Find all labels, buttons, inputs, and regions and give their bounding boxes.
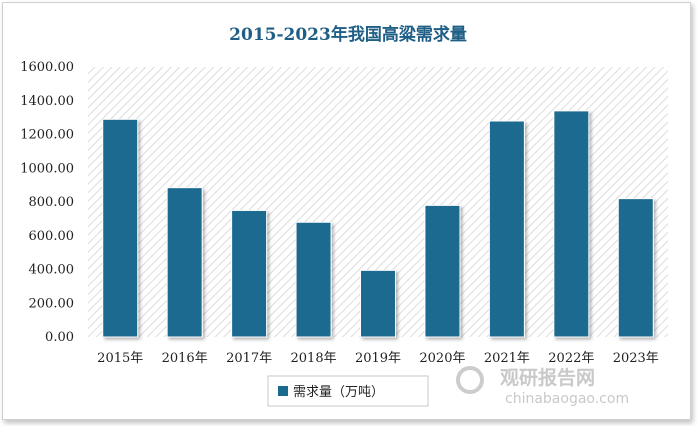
bar <box>488 120 525 338</box>
bar <box>617 198 654 338</box>
bar <box>553 110 590 338</box>
chart-title: 2015-2023年我国高粱需求量 <box>229 24 467 45</box>
x-tick-label: 2018年 <box>291 351 337 366</box>
y-tick-label: 1400.00 <box>20 94 74 109</box>
watermark-logo-icon <box>456 366 484 394</box>
x-tick-label: 2016年 <box>162 351 208 366</box>
x-tick-label: 2015年 <box>97 351 143 366</box>
x-tick-label: 2017年 <box>226 351 272 366</box>
bar <box>166 187 203 338</box>
legend: 需求量（万吨） <box>267 375 429 407</box>
y-tick-label: 1000.00 <box>20 161 74 176</box>
y-tick-label: 600.00 <box>29 229 75 244</box>
watermark: 观研报告网 chinabaogao.com <box>456 366 629 407</box>
x-tick-label: 2019年 <box>355 351 401 366</box>
watermark-brand: 观研报告网 <box>500 366 595 389</box>
y-tick-label: 800.00 <box>29 195 75 210</box>
x-tick-label: 2021年 <box>484 351 530 366</box>
y-tick-label: 1600.00 <box>20 60 74 75</box>
x-axis-tick-labels: 2015年 2016年 2017年 2018年 2019年 2020年 2021年 2022年… <box>97 351 659 366</box>
y-tick-label: 400.00 <box>29 263 75 278</box>
legend-swatch <box>278 386 288 396</box>
y-tick-label: 0.00 <box>45 330 74 345</box>
bar <box>295 221 332 338</box>
x-tick-label: 2022年 <box>548 351 594 366</box>
bar <box>360 269 396 338</box>
bar <box>231 209 268 338</box>
y-axis-tick-labels: 0.00 200.00 400.00 600.00 800.00 1000.00 1200.… <box>20 60 74 345</box>
x-tick-label: 2023年 <box>613 351 659 366</box>
x-tick-label: 2020年 <box>419 351 465 366</box>
bar <box>424 204 461 338</box>
y-tick-label: 1200.00 <box>20 128 74 143</box>
legend-box <box>267 375 429 407</box>
y-tick-label: 200.00 <box>29 296 75 311</box>
legend-label: 需求量（万吨） <box>293 385 384 400</box>
bar <box>102 118 139 338</box>
watermark-url: chinabaogao.com <box>505 391 629 407</box>
bars <box>102 110 654 338</box>
